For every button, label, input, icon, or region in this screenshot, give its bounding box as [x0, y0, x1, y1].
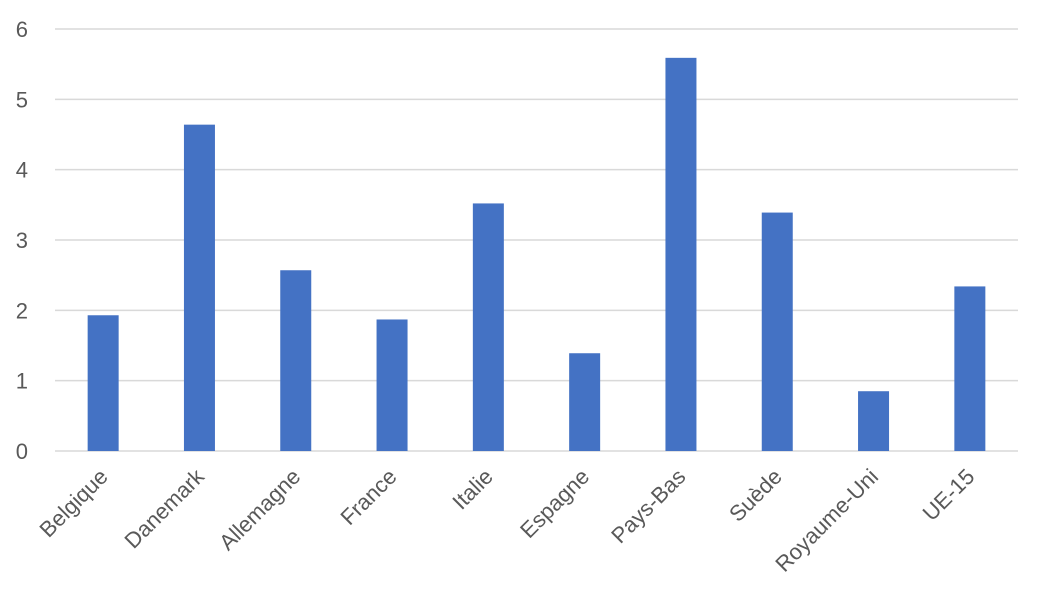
bar-danemark: [183, 124, 215, 452]
x-tick-label: Italie: [447, 464, 498, 515]
bar-ue-15: [954, 286, 986, 451]
bar-france: [376, 319, 408, 451]
x-tick-label: Pays-Bas: [606, 464, 690, 548]
x-tick-label: France: [335, 464, 401, 530]
bar-espagne: [569, 353, 601, 451]
y-tick-label: 2: [16, 298, 28, 323]
x-axis-ticks: Belgique Danemark Allemagne France Italie Esp…: [34, 463, 979, 576]
x-tick-label: Suède: [724, 464, 787, 527]
bar-belgique: [87, 315, 119, 451]
bar-allemagne: [280, 270, 312, 451]
x-tick-label: Espagne: [515, 464, 594, 543]
bar-italie: [472, 203, 504, 451]
gridlines: [55, 28, 1018, 452]
y-tick-label: 5: [16, 87, 28, 112]
y-tick-label: 6: [16, 17, 28, 42]
x-tick-label: Royaume-Uni: [770, 464, 883, 577]
x-tick-label: Belgique: [34, 464, 112, 542]
y-tick-label: 0: [16, 439, 28, 464]
y-tick-label: 3: [16, 228, 28, 253]
bars: [87, 57, 986, 452]
x-tick-label: Danemark: [120, 463, 210, 553]
x-tick-label: UE-15: [918, 464, 980, 526]
y-tick-label: 1: [16, 369, 28, 394]
x-tick-label: Allemagne: [214, 464, 305, 555]
bar-su-de: [761, 212, 793, 451]
y-tick-label: 4: [16, 158, 28, 183]
bar-pays-bas: [665, 57, 697, 451]
y-axis-ticks: 0 1 2 3 4 5 6: [16, 17, 28, 464]
bar-royaume-uni: [858, 391, 890, 451]
